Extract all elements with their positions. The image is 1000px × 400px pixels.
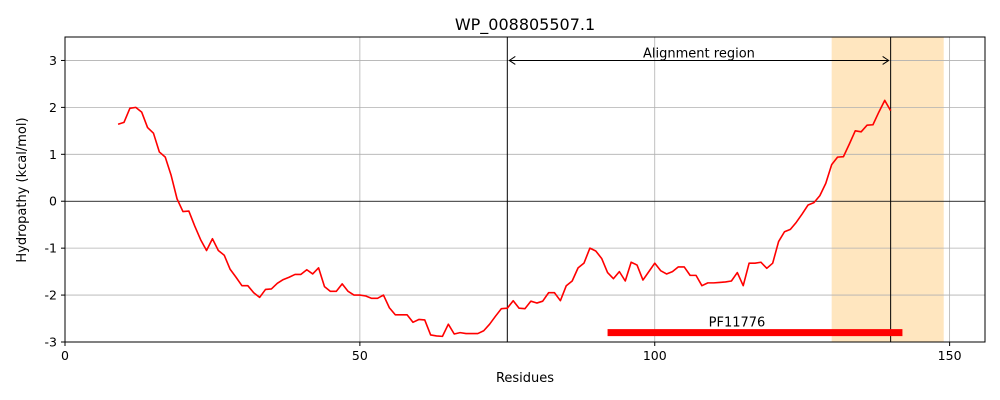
x-tick-label: 100 xyxy=(643,348,667,363)
x-tick-label: 0 xyxy=(61,348,69,363)
arrow-head-right xyxy=(882,56,890,65)
y-tick-label: 1 xyxy=(49,147,57,162)
alignment-region-label: Alignment region xyxy=(643,46,755,61)
highlight-band xyxy=(831,37,944,342)
y-tick-label: -2 xyxy=(45,288,57,303)
domain-label-pf11776: PF11776 xyxy=(709,316,766,331)
y-tick-label: 3 xyxy=(49,53,57,68)
x-tick-label: 50 xyxy=(352,348,368,363)
x-axis-label: Residues xyxy=(496,371,554,386)
x-tick-label: 150 xyxy=(938,348,962,363)
domain-bar-pf11776 xyxy=(607,329,903,337)
chart-title: WP_008805507.1 xyxy=(455,15,595,35)
arrow-head-left xyxy=(508,56,516,65)
plot-area: Alignment region PF11776 0 50 100 150 -3 -2 -1 0 1… xyxy=(45,36,986,363)
y-tick-label: -1 xyxy=(45,241,57,256)
hydropathy-series-line xyxy=(117,99,892,338)
y-tick-label: -3 xyxy=(45,335,57,350)
y-axis-label: Hydropathy (kcal/mol) xyxy=(15,117,30,262)
y-tick-label: 0 xyxy=(49,194,57,209)
y-tick-label: 2 xyxy=(49,100,57,115)
plot-frame xyxy=(64,36,986,343)
